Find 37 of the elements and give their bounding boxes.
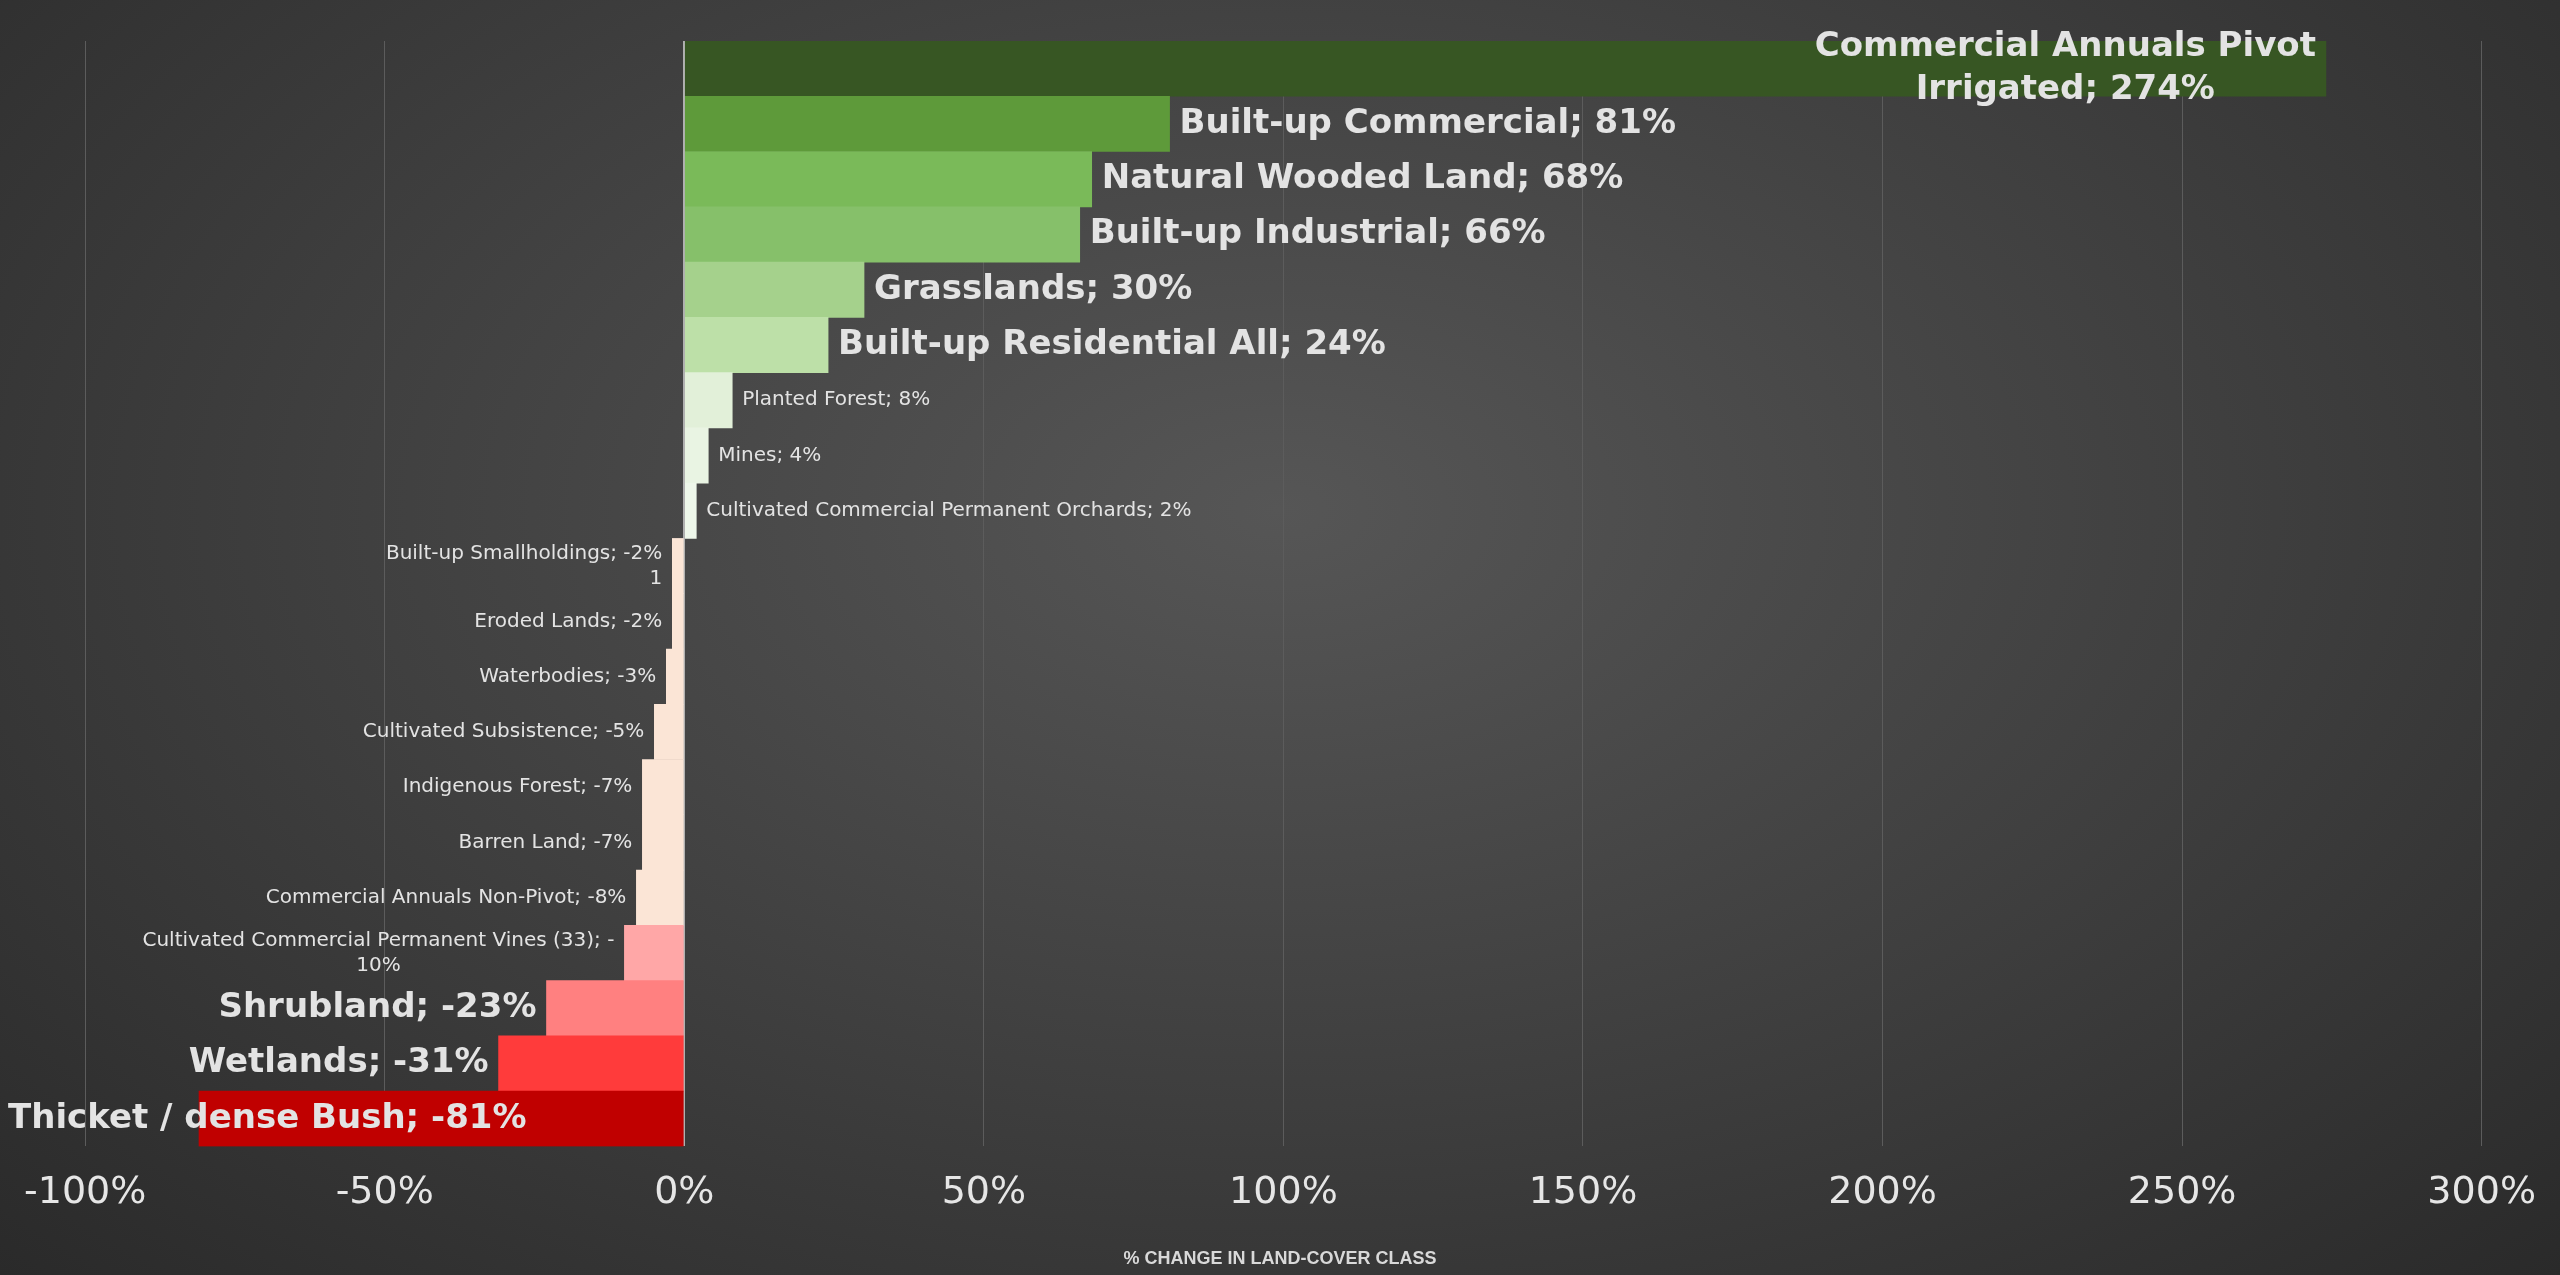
data-label: Built-up Smallholdings; -2% 1 [385, 539, 663, 589]
x-tick-label: 300% [2427, 1168, 2536, 1213]
bar [546, 980, 684, 1037]
x-tick-label: 0% [654, 1168, 715, 1213]
data-label: Built-up Industrial; 66% [1089, 211, 1546, 252]
bar [684, 317, 829, 373]
data-label: Barren Land; -7% [458, 828, 633, 853]
bar [684, 206, 1081, 263]
data-label: Built-up Commercial; 81% [1179, 100, 1676, 141]
data-label: Indigenous Forest; -7% [402, 773, 633, 798]
x-axis-title: % CHANGE IN LAND-COVER CLASS [1122, 1248, 1438, 1269]
data-label: Natural Wooded Land; 68% [1101, 156, 1624, 196]
bar [498, 1035, 684, 1092]
x-tick-label: 200% [1828, 1168, 1937, 1213]
data-label: Eroded Lands; -2% [474, 607, 663, 632]
data-label: Commercial Annuals Pivot Irrigated; 274% [1814, 24, 2316, 107]
x-tick-label: 50% [941, 1168, 1027, 1213]
bar [684, 151, 1093, 208]
data-label: Cultivated Subsistence; -5% [362, 718, 645, 743]
data-label: Mines; 4% [718, 441, 822, 466]
data-label: Wetlands; -31% [188, 1040, 489, 1081]
x-tick-label: -100% [24, 1168, 147, 1213]
bar [684, 95, 1170, 152]
bar [684, 261, 865, 318]
x-tick-label: 100% [1229, 1168, 1338, 1213]
data-label: Commercial Annuals Non-Pivot; -8% [265, 883, 627, 908]
data-label: Cultivated Commercial Permanent Vines (33); -10% [142, 926, 615, 976]
x-tick-label: 250% [2127, 1168, 2237, 1213]
data-label: Built-up Residential All; 24% [838, 321, 1386, 362]
x-tick-label: 150% [1528, 1168, 1638, 1213]
data-label: Planted Forest; 8% [742, 386, 931, 411]
data-label: Shrubland; -23% [218, 985, 537, 1026]
data-label: Waterbodies; -3% [479, 662, 657, 687]
x-tick-label: -50% [335, 1168, 434, 1213]
data-label: Cultivated Commercial Permanent Orchards; 2% [706, 497, 1192, 521]
data-label: Grasslands; 30% [874, 266, 1193, 307]
bar [624, 924, 684, 981]
